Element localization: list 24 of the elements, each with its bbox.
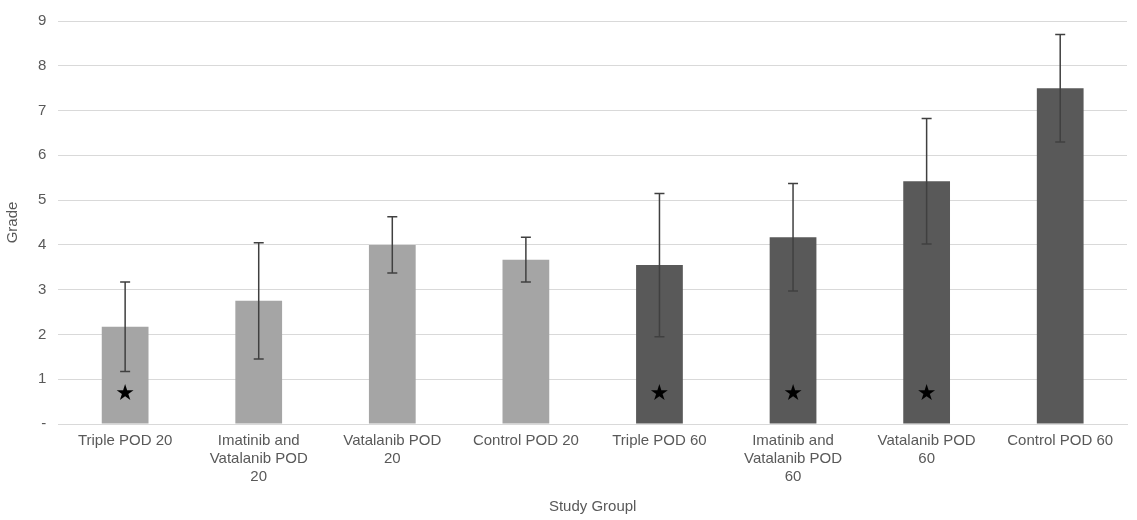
y-tick-label: 6 (38, 145, 47, 163)
x-axis-title: Study Groupl (548, 497, 637, 515)
x-tick-label: Control POD 20 (472, 431, 579, 449)
x-tick-label: Vatalanib POD 20 (343, 431, 442, 467)
x-tick-label: Triple POD 20 (77, 431, 173, 449)
data-label: ★ (115, 379, 135, 405)
y-tick-label: 7 (38, 100, 47, 118)
y-tick-label: 9 (38, 11, 47, 29)
y-tick-label: - (41, 414, 47, 432)
y-tick-label: 3 (38, 279, 47, 297)
data-label: ★ (649, 379, 670, 405)
y-axis-title: Grade (3, 201, 21, 244)
y-tick-label: 1 (38, 369, 47, 387)
data-label: ★ (916, 379, 937, 405)
y-tick-label: 5 (38, 190, 47, 208)
x-tick-label: Vatalanib POD 60 (877, 431, 976, 467)
y-tick-label: 4 (38, 235, 47, 253)
y-tick-label: 2 (38, 324, 47, 342)
x-tick-label: Triple POD 60 (612, 431, 707, 449)
data-label: ★ (783, 379, 803, 405)
y-tick-label: 8 (38, 55, 47, 73)
x-tick-label: Control POD 60 (1007, 431, 1114, 449)
x-tick-label: Imatinib and Vatalanib POD 60 (743, 431, 843, 485)
x-tick-label: Imatinib and Vatalanib POD 20 (209, 431, 308, 485)
